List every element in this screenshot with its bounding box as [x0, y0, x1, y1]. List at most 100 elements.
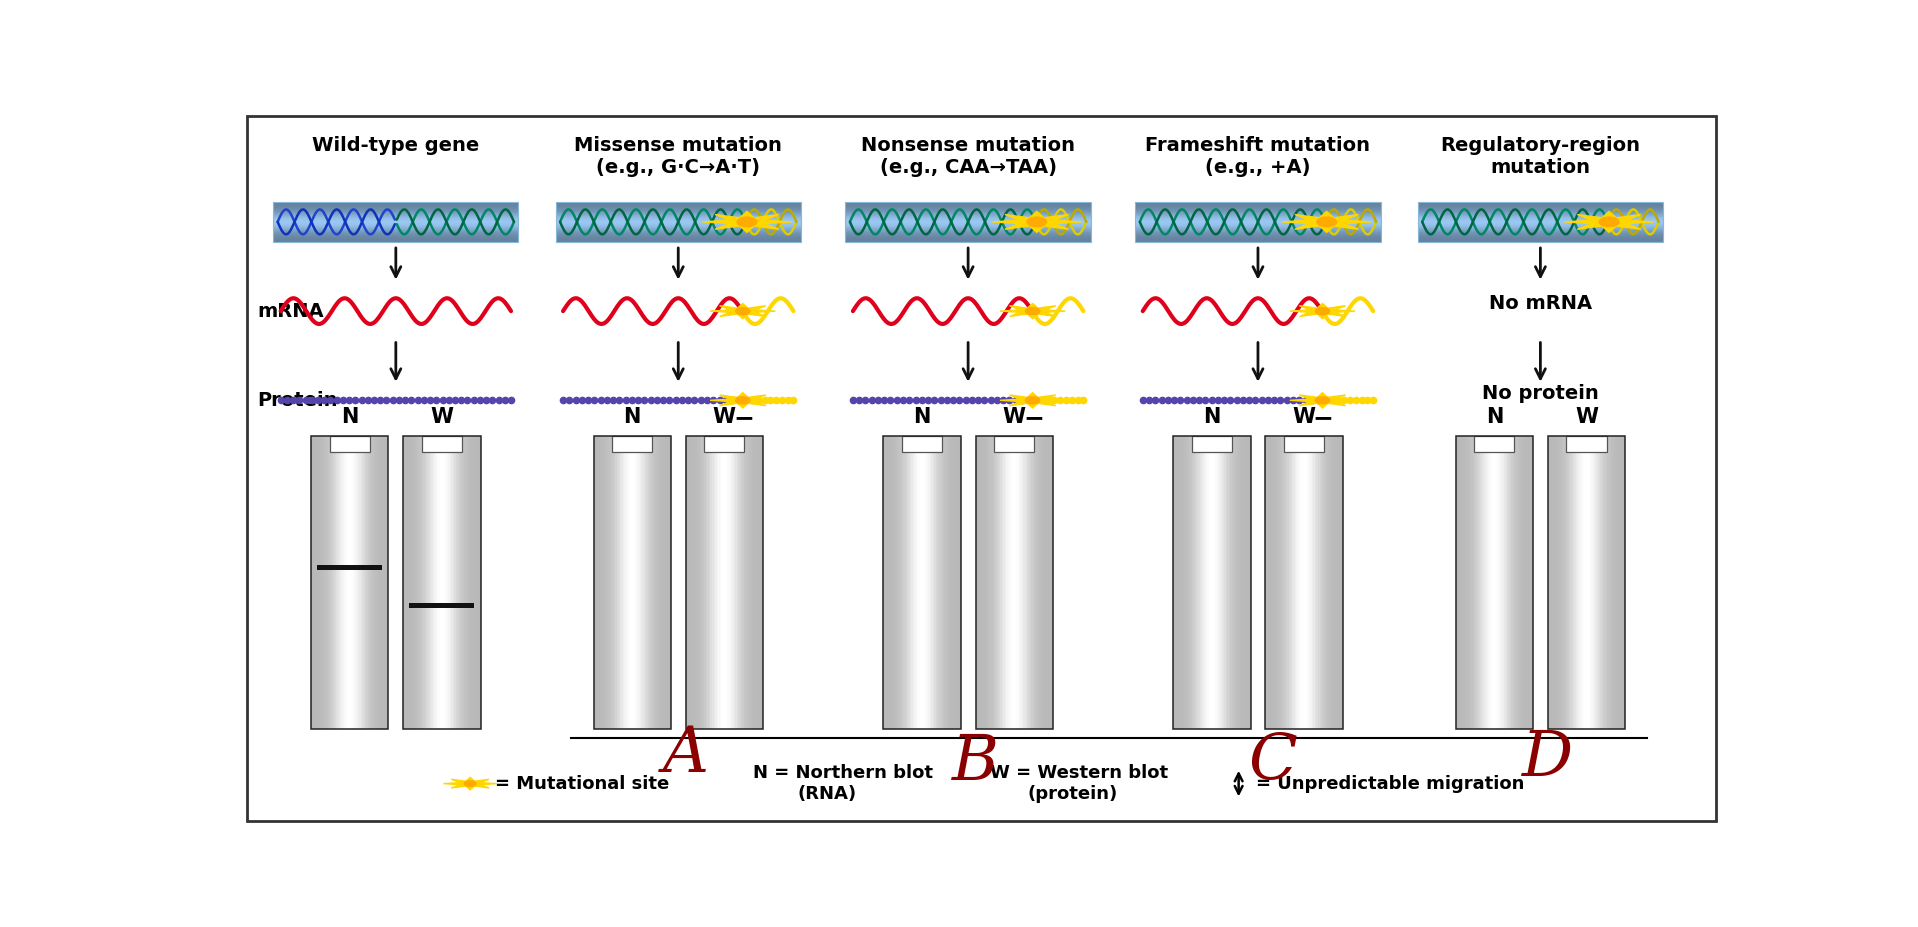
Polygon shape	[1563, 211, 1653, 233]
Bar	[556, 222, 802, 223]
Bar	[556, 218, 802, 219]
Bar	[1135, 217, 1381, 218]
Bar	[556, 213, 802, 214]
Bar	[1417, 237, 1663, 238]
Bar	[311, 436, 387, 729]
Bar	[593, 436, 671, 729]
Bar	[556, 230, 802, 231]
Bar	[1135, 229, 1381, 230]
Bar	[556, 226, 802, 227]
Bar	[1135, 225, 1381, 226]
Bar	[846, 225, 1091, 226]
Text: W: W	[1293, 408, 1316, 427]
Bar	[994, 436, 1034, 452]
Bar	[1417, 205, 1663, 206]
Bar	[272, 234, 518, 235]
Bar	[1135, 211, 1381, 212]
Text: Regulatory-region
mutation: Regulatory-region mutation	[1440, 136, 1640, 177]
Text: Protein: Protein	[257, 391, 338, 410]
Text: W: W	[1003, 408, 1026, 427]
Text: Frameshift mutation
(e.g., +A): Frameshift mutation (e.g., +A)	[1145, 136, 1371, 177]
Bar	[330, 436, 370, 452]
Bar	[556, 212, 802, 213]
Bar	[1417, 211, 1663, 212]
Text: Nonsense mutation
(e.g., CAA→TAA): Nonsense mutation (e.g., CAA→TAA)	[861, 136, 1076, 177]
Bar	[272, 225, 518, 226]
Bar	[1417, 234, 1663, 235]
Bar	[1417, 214, 1663, 215]
Bar	[272, 232, 518, 233]
Bar	[272, 231, 518, 232]
Bar	[846, 227, 1091, 228]
Bar	[556, 214, 802, 215]
Bar	[846, 218, 1091, 219]
Bar	[976, 436, 1053, 729]
Bar	[1135, 212, 1381, 213]
Bar	[272, 218, 518, 219]
Bar	[556, 215, 802, 216]
Bar	[1417, 227, 1663, 228]
Bar	[316, 565, 382, 570]
Bar	[272, 221, 518, 222]
Bar	[556, 223, 802, 225]
Bar	[272, 235, 518, 236]
Bar	[687, 436, 763, 729]
Bar	[1417, 225, 1663, 226]
Bar	[1135, 236, 1381, 237]
Text: C: C	[1249, 731, 1297, 793]
Bar	[1417, 202, 1663, 203]
Bar	[1417, 228, 1663, 229]
Bar	[272, 223, 518, 225]
Bar	[1266, 436, 1343, 729]
Bar	[272, 211, 518, 212]
Text: A: A	[662, 724, 710, 786]
Bar	[1135, 214, 1381, 215]
Bar	[272, 202, 518, 203]
Bar	[1417, 236, 1663, 237]
Bar	[1135, 239, 1381, 240]
Text: N: N	[1486, 408, 1504, 427]
Text: W = Western blot: W = Western blot	[990, 764, 1168, 781]
Text: N: N	[623, 408, 641, 427]
Bar	[556, 234, 802, 235]
Bar	[1135, 210, 1381, 211]
Circle shape	[464, 781, 476, 786]
Bar	[1417, 223, 1663, 225]
Bar	[1417, 239, 1663, 240]
Bar	[272, 209, 518, 210]
Bar	[556, 239, 802, 240]
Bar	[556, 237, 802, 238]
Bar	[272, 227, 518, 228]
Bar	[1135, 220, 1381, 221]
Bar	[556, 202, 802, 242]
Polygon shape	[710, 303, 775, 319]
Bar	[272, 205, 518, 206]
Bar	[846, 228, 1091, 229]
Bar	[1417, 213, 1663, 214]
Bar	[272, 203, 518, 204]
Bar	[1283, 436, 1323, 452]
Bar	[1417, 215, 1663, 216]
Bar	[1456, 436, 1532, 729]
Bar	[1417, 238, 1663, 239]
Bar	[1417, 206, 1663, 207]
Text: N: N	[913, 408, 930, 427]
Bar	[272, 237, 518, 238]
Bar	[1135, 213, 1381, 214]
Text: W: W	[430, 408, 453, 427]
Bar	[1417, 221, 1663, 222]
Bar	[272, 226, 518, 227]
Bar	[1135, 206, 1381, 207]
Text: W: W	[713, 408, 737, 427]
Bar	[846, 202, 1091, 203]
Bar	[1417, 232, 1663, 233]
Circle shape	[737, 308, 750, 314]
Bar	[1417, 233, 1663, 234]
Bar	[1266, 436, 1343, 729]
Text: Wild-type gene: Wild-type gene	[313, 136, 480, 155]
Bar	[556, 235, 802, 236]
Bar	[556, 205, 802, 206]
Bar	[422, 436, 462, 452]
Bar	[1135, 234, 1381, 235]
Bar	[272, 215, 518, 216]
